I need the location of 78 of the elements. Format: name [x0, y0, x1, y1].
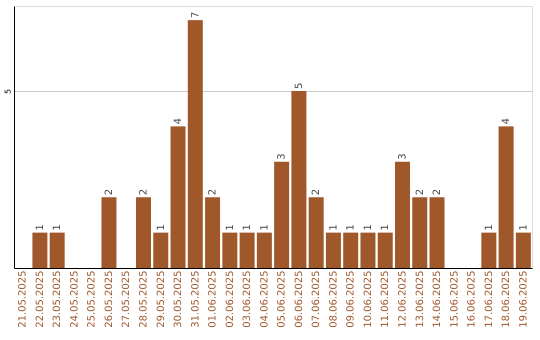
bar: [326, 232, 341, 268]
bar: [378, 232, 393, 268]
data-label: 1: [518, 224, 530, 231]
x-tick-label: 14.06.2025: [432, 270, 444, 328]
x-tick-label: 09.06.2025: [346, 270, 357, 328]
bar: [153, 232, 168, 268]
bar: [240, 232, 255, 268]
data-label: 2: [104, 188, 115, 196]
data-label: 4: [173, 118, 184, 124]
x-tick-label: 05.06.2025: [276, 270, 288, 328]
x-tick-label: 10.06.2025: [362, 270, 374, 328]
bar: [222, 232, 238, 268]
x-tick-label: 18.06.2025: [501, 270, 512, 328]
x-tick-label: 04.06.2025: [259, 270, 270, 328]
x-tick-label: 23.05.2025: [52, 270, 64, 328]
x-tick-label: 22.05.2025: [34, 270, 46, 328]
bar: [395, 162, 410, 268]
bar: [291, 90, 306, 268]
data-label: 1: [259, 224, 270, 231]
x-tick-label: 21.05.2025: [18, 270, 29, 328]
x-tick-label: 07.06.2025: [311, 270, 322, 328]
data-label: 1: [484, 224, 495, 231]
data-label: 1: [156, 224, 167, 231]
bar: [481, 232, 496, 268]
x-tick-label: 13.06.2025: [414, 270, 426, 328]
data-label: 2: [432, 188, 444, 196]
data-label: 2: [138, 188, 150, 196]
bar: [308, 197, 324, 268]
bar: [360, 232, 376, 268]
data-label: 1: [224, 224, 236, 231]
data-label: 1: [242, 224, 254, 231]
data-label: 1: [380, 224, 392, 231]
x-tick-label: 27.05.2025: [121, 270, 132, 328]
x-tick-label: 24.05.2025: [69, 270, 80, 328]
x-tick-label: 26.05.2025: [104, 270, 115, 328]
data-label: 1: [34, 224, 46, 231]
x-tick-label: 02.06.2025: [224, 270, 236, 328]
data-label: 2: [208, 188, 219, 196]
bar: [188, 20, 203, 268]
x-tick-label: 08.06.2025: [328, 270, 340, 328]
x-tick-label: 12.06.2025: [398, 270, 408, 328]
bar: [170, 126, 186, 268]
x-tick-label: 11.06.2025: [380, 270, 392, 328]
data-label: 1: [346, 224, 357, 231]
x-tick-label: 30.05.2025: [173, 270, 184, 328]
bar: [343, 232, 358, 268]
data-label: 2: [311, 188, 322, 196]
x-tick-label: 25.05.2025: [86, 270, 98, 328]
bar: [50, 232, 65, 268]
x-tick-label: 31.05.2025: [190, 270, 202, 328]
x-tick-label: 15.06.2025: [449, 270, 460, 328]
data-label: 4: [501, 118, 512, 124]
x-tick-label: 16.06.2025: [466, 270, 478, 328]
data-label: 5: [294, 82, 305, 89]
x-tick-label: 28.05.2025: [138, 270, 150, 328]
x-tick-label: 29.05.2025: [156, 270, 167, 328]
x-tick-label: 17.06.2025: [484, 270, 495, 328]
bar: [101, 197, 116, 268]
data-label: 1: [328, 224, 340, 231]
data-label: 1: [52, 224, 64, 231]
bar: [32, 232, 48, 268]
x-tick-label: 19.06.2025: [518, 270, 530, 328]
data-label: 7: [190, 12, 202, 18]
bar: [430, 197, 445, 268]
bar: [516, 232, 531, 268]
data-label: 3: [398, 153, 408, 160]
data-label: 3: [276, 153, 288, 160]
data-label: 1: [362, 224, 374, 231]
bar: [205, 197, 220, 268]
bar: [412, 197, 428, 268]
bar: [274, 162, 290, 268]
x-tick-label: 03.06.2025: [242, 270, 254, 328]
bar: [498, 126, 514, 268]
data-label: 2: [414, 188, 426, 196]
x-tick-label: 01.06.2025: [208, 270, 219, 328]
bar: [136, 197, 151, 268]
x-tick-label: 06.06.2025: [294, 270, 305, 328]
bar: [256, 232, 272, 268]
